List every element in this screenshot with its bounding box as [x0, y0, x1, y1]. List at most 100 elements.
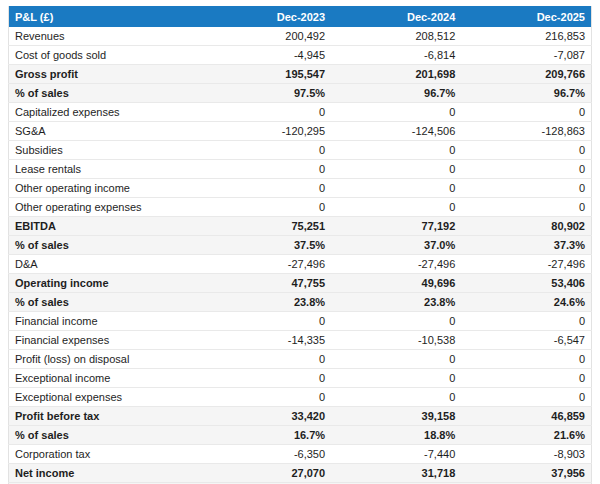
row-value: 16.7% — [201, 426, 331, 445]
row-label: Profit (loss) on disposal — [9, 350, 201, 369]
table-body: Revenues200,492208,512216,853Cost of goo… — [9, 27, 592, 484]
row-value: 96.7% — [331, 84, 461, 103]
row-value: 0 — [461, 350, 591, 369]
row-label: % of sales — [9, 236, 201, 255]
row-value: 47,755 — [201, 274, 331, 293]
row-label: Exceptional income — [9, 369, 201, 388]
row-value: -27,496 — [201, 255, 331, 274]
row-value: 0 — [461, 388, 591, 407]
table-row: Lease rentals000 — [9, 160, 592, 179]
row-label: % of sales — [9, 426, 201, 445]
table-row: Profit before tax33,42039,15846,859 — [9, 407, 592, 426]
table-row: % of sales37.5%37.0%37.3% — [9, 236, 592, 255]
table-row: D&A-27,496-27,496-27,496 — [9, 255, 592, 274]
row-value: 0 — [201, 141, 331, 160]
row-label: Net income — [9, 464, 201, 483]
table-row: SG&A-120,295-124,506-128,863 — [9, 122, 592, 141]
row-value: 49,696 — [331, 274, 461, 293]
row-value: 0 — [201, 312, 331, 331]
row-value: 31,718 — [331, 464, 461, 483]
column-header-dec-2025: Dec-2025 — [461, 6, 591, 27]
table-row: Corporation tax-6,350-7,440-8,903 — [9, 445, 592, 464]
table-row: Other operating expenses000 — [9, 198, 592, 217]
row-value: 18.8% — [331, 426, 461, 445]
row-value: 0 — [201, 160, 331, 179]
row-value: 0 — [331, 350, 461, 369]
table-row: Other operating income000 — [9, 179, 592, 198]
row-value: -7,440 — [331, 445, 461, 464]
row-label: Cost of goods sold — [9, 46, 201, 65]
table-row: % of sales23.8%23.8%24.6% — [9, 293, 592, 312]
row-value: 0 — [461, 103, 591, 122]
row-value: 37.5% — [201, 236, 331, 255]
row-value: 0 — [331, 160, 461, 179]
row-value: -7,087 — [461, 46, 591, 65]
row-value: -6,814 — [331, 46, 461, 65]
row-value: 0 — [201, 369, 331, 388]
row-label: Profit before tax — [9, 407, 201, 426]
row-value: 33,420 — [201, 407, 331, 426]
row-value: -128,863 — [461, 122, 591, 141]
row-label: EBITDA — [9, 217, 201, 236]
row-value: 0 — [461, 160, 591, 179]
row-label: Operating income — [9, 274, 201, 293]
row-value: 0 — [461, 179, 591, 198]
row-label: Other operating expenses — [9, 198, 201, 217]
row-value: 201,698 — [331, 65, 461, 84]
row-label: Exceptional expenses — [9, 388, 201, 407]
row-value: -4,945 — [201, 46, 331, 65]
row-value: 37.0% — [331, 236, 461, 255]
table-row: Exceptional expenses000 — [9, 388, 592, 407]
row-value: 97.5% — [201, 84, 331, 103]
row-value: -124,506 — [331, 122, 461, 141]
row-value: 208,512 — [331, 27, 461, 46]
row-value: 0 — [201, 198, 331, 217]
row-value: 0 — [331, 312, 461, 331]
row-value: 0 — [331, 369, 461, 388]
row-label: % of sales — [9, 293, 201, 312]
row-value: 24.6% — [461, 293, 591, 312]
row-value: 37.3% — [461, 236, 591, 255]
table-row: Subsidies000 — [9, 141, 592, 160]
row-value: 0 — [461, 141, 591, 160]
table-row: Net income27,07031,71837,956 — [9, 464, 592, 483]
row-value: 0 — [461, 312, 591, 331]
table-header-row: P&L (£) Dec-2023 Dec-2024 Dec-2025 — [9, 6, 592, 27]
row-value: 75,251 — [201, 217, 331, 236]
table-row: Financial income000 — [9, 312, 592, 331]
row-value: -27,496 — [331, 255, 461, 274]
row-value: 53,406 — [461, 274, 591, 293]
row-label: Gross profit — [9, 65, 201, 84]
pl-report-page: P&L (£) Dec-2023 Dec-2024 Dec-2025 Reven… — [0, 0, 600, 484]
row-value: 37,956 — [461, 464, 591, 483]
row-value: -27,496 — [461, 255, 591, 274]
row-value: 195,547 — [201, 65, 331, 84]
row-label: % of sales — [9, 84, 201, 103]
row-value: 0 — [201, 103, 331, 122]
row-value: 0 — [331, 388, 461, 407]
row-label: Other operating income — [9, 179, 201, 198]
table-row: Exceptional income000 — [9, 369, 592, 388]
column-header-dec-2024: Dec-2024 — [331, 6, 461, 27]
row-value: 200,492 — [201, 27, 331, 46]
row-label: Capitalized expenses — [9, 103, 201, 122]
row-value: 0 — [331, 179, 461, 198]
table-row: Revenues200,492208,512216,853 — [9, 27, 592, 46]
row-label: Revenues — [9, 27, 201, 46]
row-value: 0 — [461, 198, 591, 217]
row-value: 0 — [331, 198, 461, 217]
row-value: 77,192 — [331, 217, 461, 236]
table-row: % of sales16.7%18.8%21.6% — [9, 426, 592, 445]
row-label: Subsidies — [9, 141, 201, 160]
row-label: D&A — [9, 255, 201, 274]
row-value: -14,335 — [201, 331, 331, 350]
row-value: 0 — [331, 141, 461, 160]
row-value: -10,538 — [331, 331, 461, 350]
table-row: EBITDA75,25177,19280,902 — [9, 217, 592, 236]
row-value: 27,070 — [201, 464, 331, 483]
table-row: Gross profit195,547201,698209,766 — [9, 65, 592, 84]
row-value: -8,903 — [461, 445, 591, 464]
row-value: 23.8% — [201, 293, 331, 312]
table-title: P&L (£) — [9, 6, 201, 27]
pl-table: P&L (£) Dec-2023 Dec-2024 Dec-2025 Reven… — [8, 6, 592, 484]
